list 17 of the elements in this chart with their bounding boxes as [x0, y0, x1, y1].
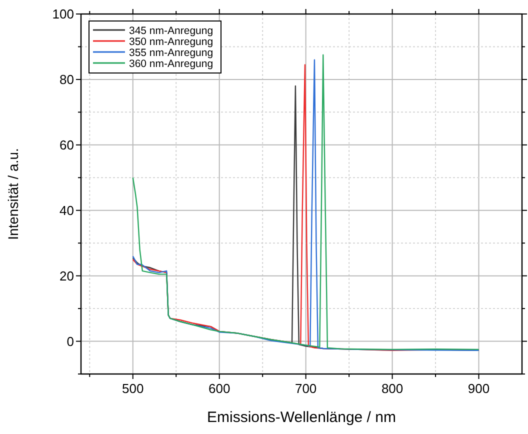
y-tick-label: 100	[52, 6, 74, 22]
x-tick-label: 600	[208, 381, 230, 396]
x-tick-label: 900	[468, 381, 490, 396]
x-tick-label: 500	[122, 381, 144, 396]
y-tick-label: 80	[60, 72, 74, 87]
legend-label: 360 nm-Anregung	[129, 58, 214, 70]
legend-label: 345 nm-Anregung	[129, 25, 214, 37]
x-tick-label: 800	[381, 381, 404, 396]
legend-label: 350 nm-Anregung	[129, 36, 214, 48]
y-axis-title: Intensität / a.u.	[5, 148, 21, 240]
y-tick-label: 60	[60, 137, 74, 152]
y-tick-label: 20	[60, 268, 74, 284]
x-tick-label: 700	[294, 381, 317, 396]
legend-label: 355 nm-Anregung	[129, 47, 214, 59]
y-tick-label: 0	[66, 334, 74, 349]
y-tick-label: 40	[60, 202, 74, 218]
x-axis-title: Emissions-Wellenlänge / nm	[207, 409, 396, 426]
